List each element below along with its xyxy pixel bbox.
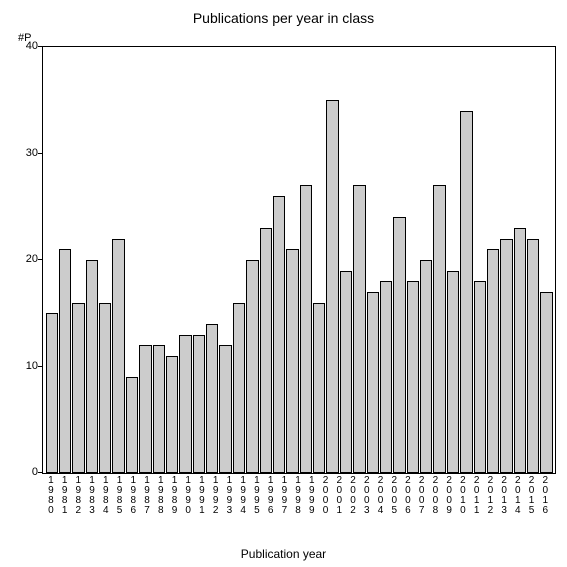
x-tick-label: 1986	[126, 472, 140, 532]
x-axis-label: Publication year	[0, 547, 567, 561]
bar	[474, 281, 486, 473]
bar	[353, 185, 365, 473]
bar	[407, 281, 419, 473]
bar	[340, 271, 352, 473]
bar	[179, 335, 191, 473]
x-tick-label: 2008	[429, 472, 443, 532]
x-tick-label: 2004	[374, 472, 388, 532]
chart-title: Publications per year in class	[0, 10, 567, 26]
bar	[206, 324, 218, 473]
y-axis-ticks: 010203040	[0, 46, 42, 472]
x-tick-label: 1984	[99, 472, 113, 532]
x-tick-label: 1999	[305, 472, 319, 532]
bar	[286, 249, 298, 473]
x-tick-label: 2003	[360, 472, 374, 532]
x-tick-label: 1989	[168, 472, 182, 532]
x-tick-label: 1997	[277, 472, 291, 532]
bar	[59, 249, 71, 473]
bar	[540, 292, 552, 473]
x-tick-label: 2002	[346, 472, 360, 532]
bar	[273, 196, 285, 473]
x-tick-label: 1990	[181, 472, 195, 532]
y-tick-label: 30	[26, 147, 38, 159]
bar	[166, 356, 178, 473]
x-tick-label: 2016	[538, 472, 552, 532]
x-tick-label: 1987	[140, 472, 154, 532]
x-tick-label: 1992	[209, 472, 223, 532]
x-tick-label: 1996	[264, 472, 278, 532]
bar	[193, 335, 205, 473]
x-tick-label: 1995	[250, 472, 264, 532]
bar	[86, 260, 98, 473]
bar	[393, 217, 405, 473]
x-tick-label: 1983	[85, 472, 99, 532]
x-tick-label: 2014	[511, 472, 525, 532]
x-tick-label: 2015	[525, 472, 539, 532]
x-tick-label: 2007	[415, 472, 429, 532]
bar	[367, 292, 379, 473]
x-tick-label: 1982	[71, 472, 85, 532]
x-tick-label: 2006	[401, 472, 415, 532]
x-tick-label: 1981	[58, 472, 72, 532]
bar	[246, 260, 258, 473]
y-tick-label: 20	[26, 253, 38, 265]
x-tick-label: 1991	[195, 472, 209, 532]
bars-group	[43, 47, 555, 473]
x-tick-label: 2001	[332, 472, 346, 532]
bar	[153, 345, 165, 473]
y-tick-label: 10	[26, 360, 38, 372]
bar	[112, 239, 124, 473]
bar	[126, 377, 138, 473]
bar	[219, 345, 231, 473]
bar	[500, 239, 512, 473]
y-tick-label: 40	[26, 40, 38, 52]
x-tick-label: 1988	[154, 472, 168, 532]
x-tick-label: 2000	[319, 472, 333, 532]
x-tick-label: 2013	[497, 472, 511, 532]
bar	[460, 111, 472, 473]
bar	[380, 281, 392, 473]
bar	[326, 100, 338, 473]
bar	[46, 313, 58, 473]
x-axis-ticks: 1980198119821983198419851986198719881989…	[42, 472, 554, 532]
bar	[487, 249, 499, 473]
bar	[99, 303, 111, 473]
bar	[527, 239, 539, 473]
bar	[233, 303, 245, 473]
x-tick-label: 2010	[456, 472, 470, 532]
bar	[514, 228, 526, 473]
bar	[420, 260, 432, 473]
bar	[300, 185, 312, 473]
bar	[433, 185, 445, 473]
x-tick-label: 1985	[113, 472, 127, 532]
x-tick-label: 1993	[223, 472, 237, 532]
x-tick-label: 2009	[442, 472, 456, 532]
x-tick-label: 2011	[470, 472, 484, 532]
bar	[447, 271, 459, 473]
x-tick-label: 1980	[44, 472, 58, 532]
bar	[313, 303, 325, 473]
x-tick-label: 1998	[291, 472, 305, 532]
bar	[72, 303, 84, 473]
chart-container: Publications per year in class #P 010203…	[0, 0, 567, 567]
x-tick-label: 2005	[387, 472, 401, 532]
x-tick-label: 1994	[236, 472, 250, 532]
bar	[139, 345, 151, 473]
bar	[260, 228, 272, 473]
plot-area	[42, 46, 556, 474]
x-tick-label: 2012	[484, 472, 498, 532]
